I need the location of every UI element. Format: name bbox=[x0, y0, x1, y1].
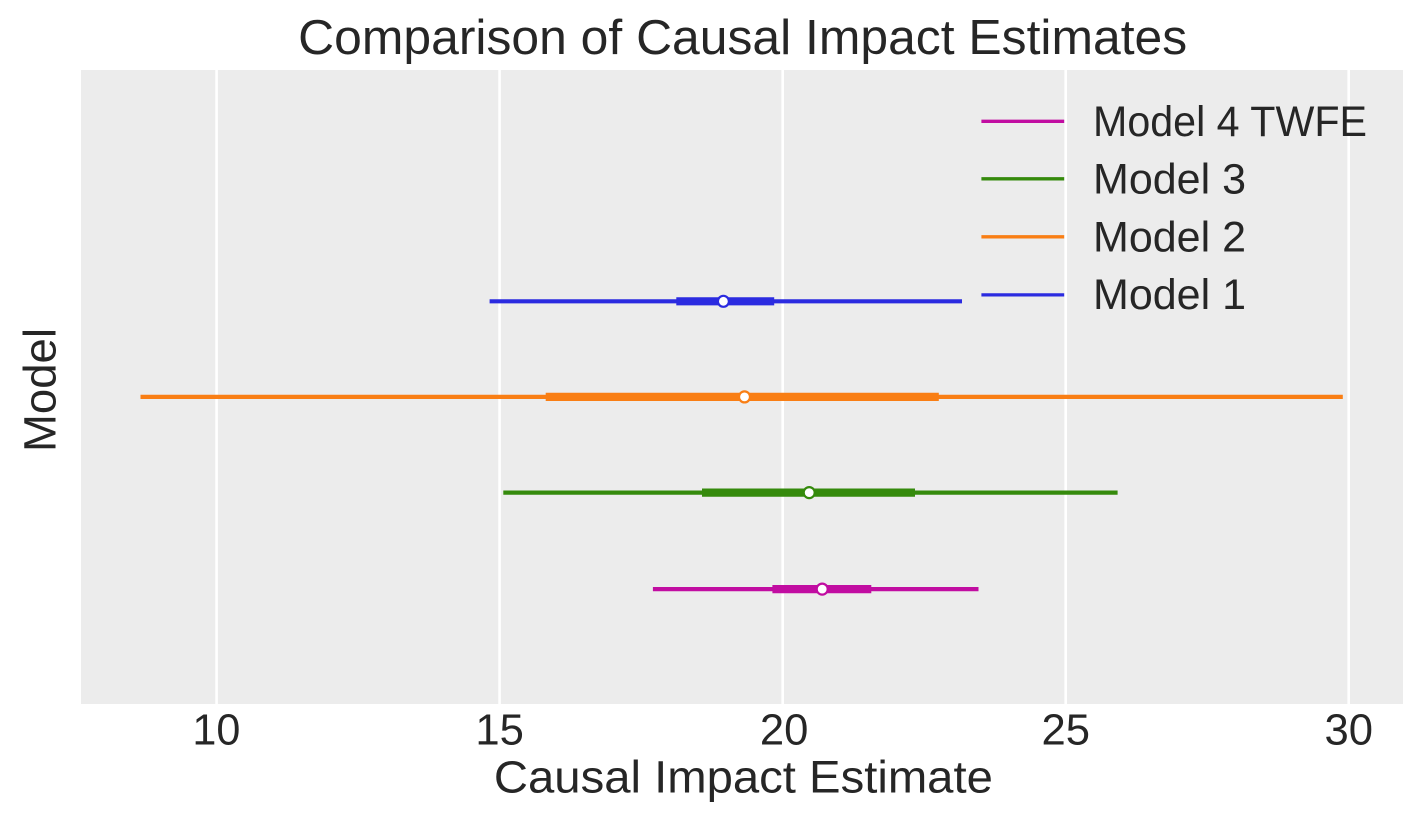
svg-text:Comparison of Causal Impact Es: Comparison of Causal Impact Estimates bbox=[298, 11, 1187, 65]
svg-text:25: 25 bbox=[1042, 706, 1091, 754]
svg-text:Model 1: Model 1 bbox=[1093, 271, 1246, 319]
svg-text:20: 20 bbox=[760, 706, 809, 754]
svg-text:Model: Model bbox=[14, 328, 65, 452]
svg-text:Model 4 TWFE: Model 4 TWFE bbox=[1093, 98, 1367, 146]
svg-text:10: 10 bbox=[192, 706, 240, 754]
svg-text:30: 30 bbox=[1325, 706, 1374, 754]
svg-text:Model 2: Model 2 bbox=[1093, 213, 1246, 261]
svg-text:Model 3: Model 3 bbox=[1093, 156, 1246, 204]
svg-text:Causal Impact Estimate: Causal Impact Estimate bbox=[494, 752, 993, 803]
svg-text:15: 15 bbox=[475, 706, 523, 754]
